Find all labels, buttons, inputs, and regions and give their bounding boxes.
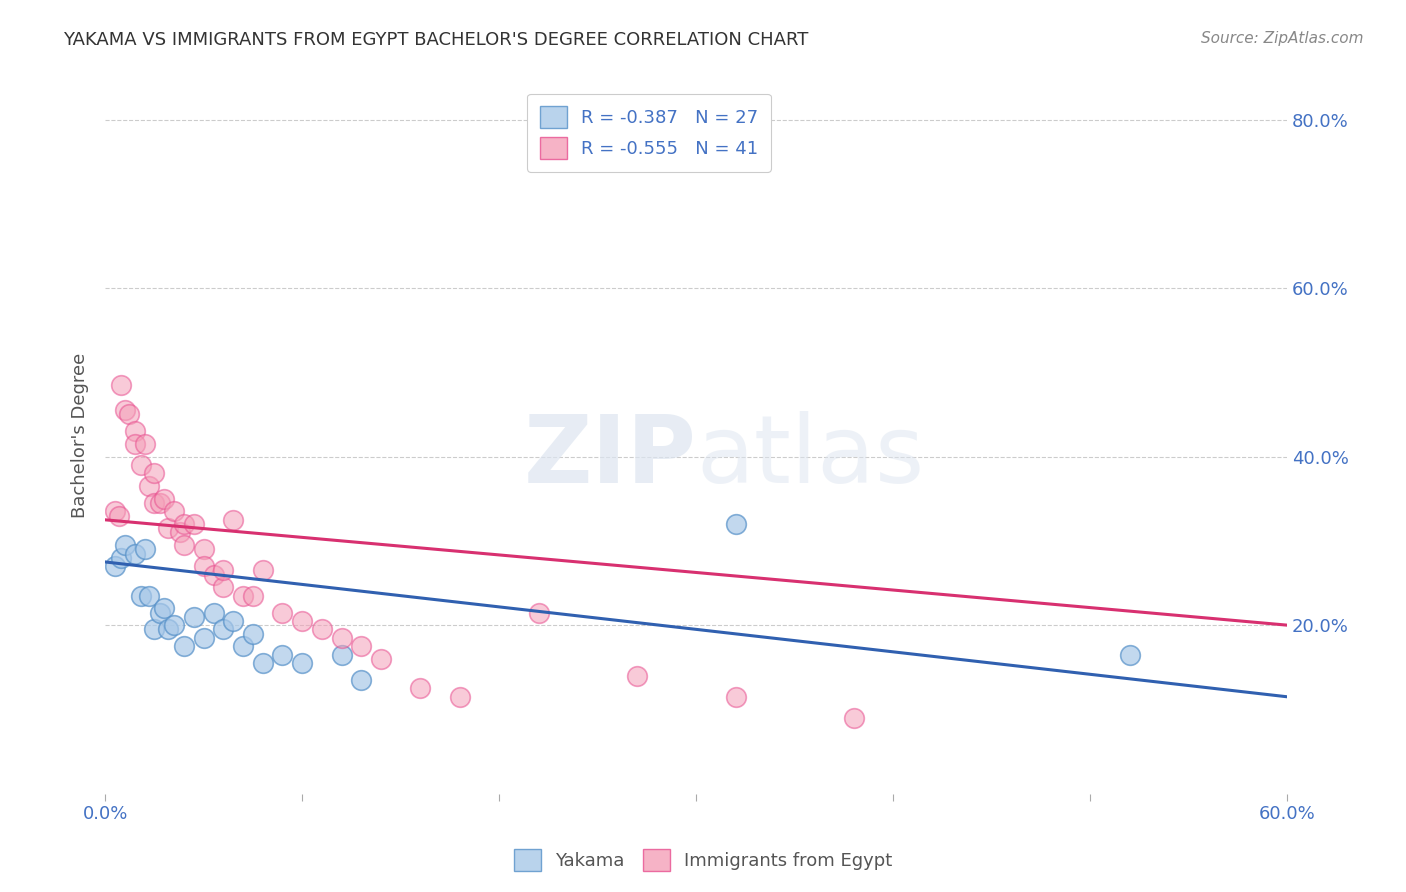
Legend: R = -0.387   N = 27, R = -0.555   N = 41: R = -0.387 N = 27, R = -0.555 N = 41 — [527, 94, 770, 172]
Point — [252, 563, 274, 577]
Point — [232, 639, 254, 653]
Point — [129, 458, 152, 472]
Point — [330, 648, 353, 662]
Point — [134, 542, 156, 557]
Point — [143, 623, 166, 637]
Point — [143, 496, 166, 510]
Text: Source: ZipAtlas.com: Source: ZipAtlas.com — [1201, 31, 1364, 46]
Point — [212, 580, 235, 594]
Point — [271, 606, 294, 620]
Point — [124, 425, 146, 439]
Point — [110, 378, 132, 392]
Legend: Yakama, Immigrants from Egypt: Yakama, Immigrants from Egypt — [506, 842, 900, 879]
Point — [212, 623, 235, 637]
Point — [252, 656, 274, 670]
Point — [626, 669, 648, 683]
Point — [108, 508, 131, 523]
Point — [169, 525, 191, 540]
Point — [157, 521, 180, 535]
Point — [153, 601, 176, 615]
Point — [114, 538, 136, 552]
Point — [212, 563, 235, 577]
Text: YAKAMA VS IMMIGRANTS FROM EGYPT BACHELOR'S DEGREE CORRELATION CHART: YAKAMA VS IMMIGRANTS FROM EGYPT BACHELOR… — [63, 31, 808, 49]
Point — [138, 589, 160, 603]
Point — [291, 614, 314, 628]
Point — [330, 631, 353, 645]
Point — [149, 606, 172, 620]
Point — [527, 606, 550, 620]
Point — [138, 479, 160, 493]
Point — [222, 614, 245, 628]
Text: ZIP: ZIP — [523, 411, 696, 503]
Point — [291, 656, 314, 670]
Y-axis label: Bachelor's Degree: Bachelor's Degree — [72, 353, 89, 518]
Point — [350, 673, 373, 687]
Point — [449, 690, 471, 704]
Point — [271, 648, 294, 662]
Point — [183, 609, 205, 624]
Point — [724, 516, 747, 531]
Point — [183, 516, 205, 531]
Point — [193, 631, 215, 645]
Point — [193, 542, 215, 557]
Point — [242, 589, 264, 603]
Point — [163, 504, 186, 518]
Point — [724, 690, 747, 704]
Text: atlas: atlas — [696, 411, 924, 503]
Point — [104, 504, 127, 518]
Point — [232, 589, 254, 603]
Point — [370, 652, 392, 666]
Point — [173, 516, 195, 531]
Point — [149, 496, 172, 510]
Point — [157, 623, 180, 637]
Point — [114, 403, 136, 417]
Point — [173, 538, 195, 552]
Point — [202, 567, 225, 582]
Point — [222, 513, 245, 527]
Point — [153, 491, 176, 506]
Point — [129, 589, 152, 603]
Point — [124, 437, 146, 451]
Point — [1118, 648, 1140, 662]
Point — [311, 623, 333, 637]
Point — [202, 606, 225, 620]
Point — [173, 639, 195, 653]
Point — [842, 711, 865, 725]
Point — [118, 408, 141, 422]
Point — [134, 437, 156, 451]
Point — [124, 547, 146, 561]
Point — [143, 467, 166, 481]
Point — [350, 639, 373, 653]
Point — [242, 626, 264, 640]
Point — [193, 559, 215, 574]
Point — [409, 681, 432, 696]
Point — [110, 550, 132, 565]
Point — [163, 618, 186, 632]
Point — [104, 559, 127, 574]
